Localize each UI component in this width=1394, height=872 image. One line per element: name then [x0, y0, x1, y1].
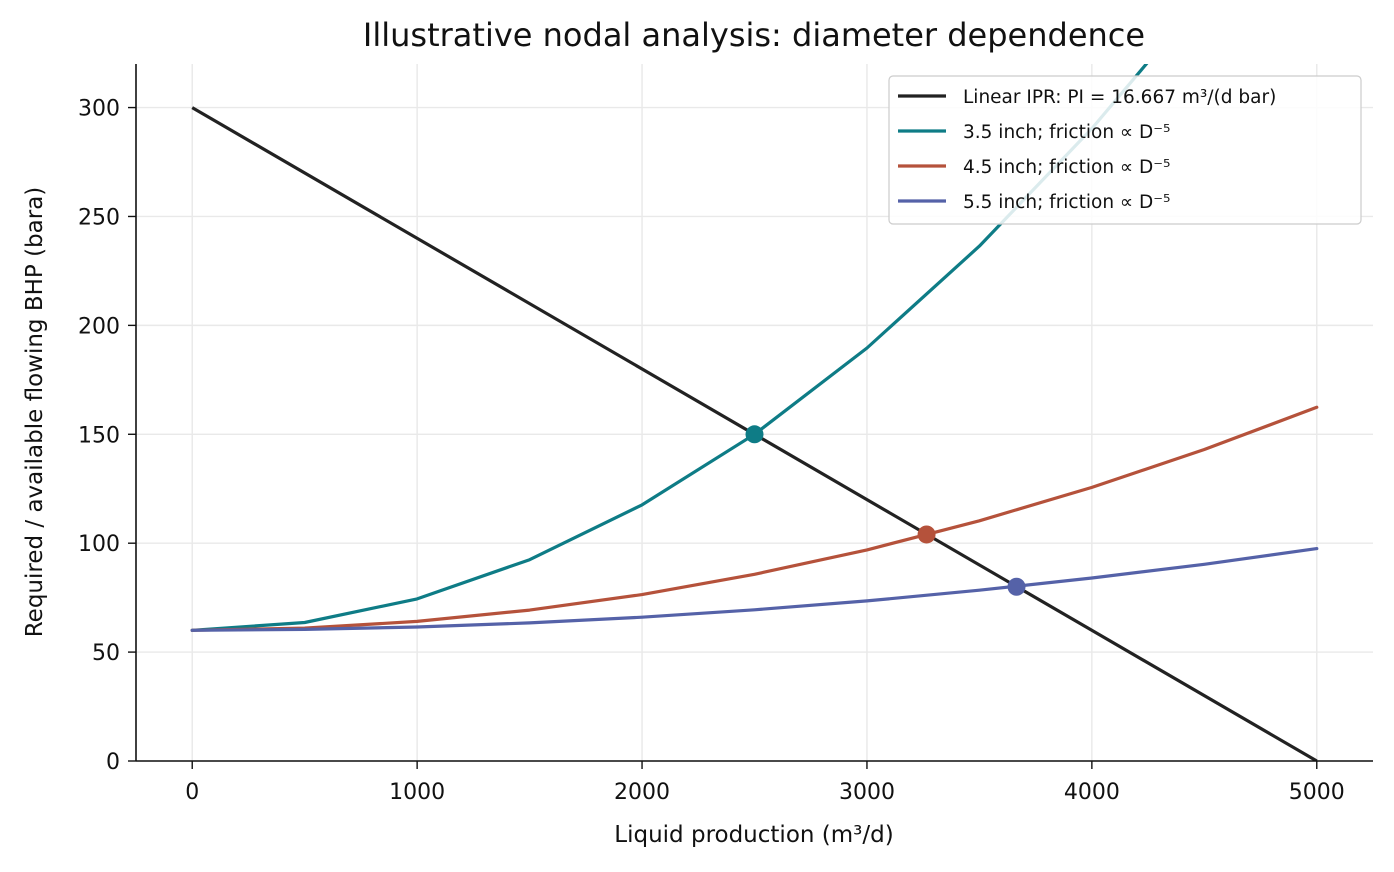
legend-label-5-5-inch: 5.5 inch; friction ∝ D⁻⁵: [963, 192, 1170, 213]
y-tick-label: 200: [78, 314, 120, 339]
operating-point-3-5-inch: [745, 425, 764, 444]
operating-point-5-5-inch: [1007, 577, 1026, 596]
y-tick-label: 300: [78, 97, 120, 122]
legend-box: [888, 75, 1362, 225]
x-axis-label: Liquid production (m³/d): [614, 822, 893, 848]
chart-title: Illustrative nodal analysis: diameter de…: [363, 16, 1145, 54]
y-tick-label: 0: [106, 750, 120, 775]
legend: Linear IPR: PI = 16.667 m³/(d bar) 3.5 i…: [888, 75, 1362, 225]
series-line-4-5-inch: [190, 405, 1319, 632]
x-ticks: 0 1000 2000 3000 4000 5000: [185, 761, 1345, 805]
x-tick-label: 4000: [1064, 780, 1120, 805]
operating-point-4-5-inch: [917, 525, 936, 544]
legend-label-4-5-inch: 4.5 inch; friction ∝ D⁻⁵: [963, 157, 1170, 178]
operating-points-layer: [745, 425, 1026, 596]
x-tick-label: 0: [185, 780, 199, 805]
y-tick-label: 250: [78, 205, 120, 230]
y-tick-label: 50: [92, 641, 120, 666]
x-tick-label: 2000: [614, 780, 670, 805]
x-tick-label: 3000: [839, 780, 895, 805]
x-tick-label: 5000: [1289, 780, 1345, 805]
y-tick-label: 150: [78, 423, 120, 448]
y-axis-label: Required / available flowing BHP (bara): [22, 187, 48, 638]
x-tick-label: 1000: [389, 780, 445, 805]
legend-label-ipr: Linear IPR: PI = 16.667 m³/(d bar): [963, 87, 1276, 108]
series-line-5-5-inch: [190, 546, 1319, 632]
y-ticks: 0 50 100 150 200 250 300: [78, 97, 136, 775]
y-tick-label: 100: [78, 532, 120, 557]
legend-label-3-5-inch: 3.5 inch; friction ∝ D⁻⁵: [963, 122, 1170, 143]
